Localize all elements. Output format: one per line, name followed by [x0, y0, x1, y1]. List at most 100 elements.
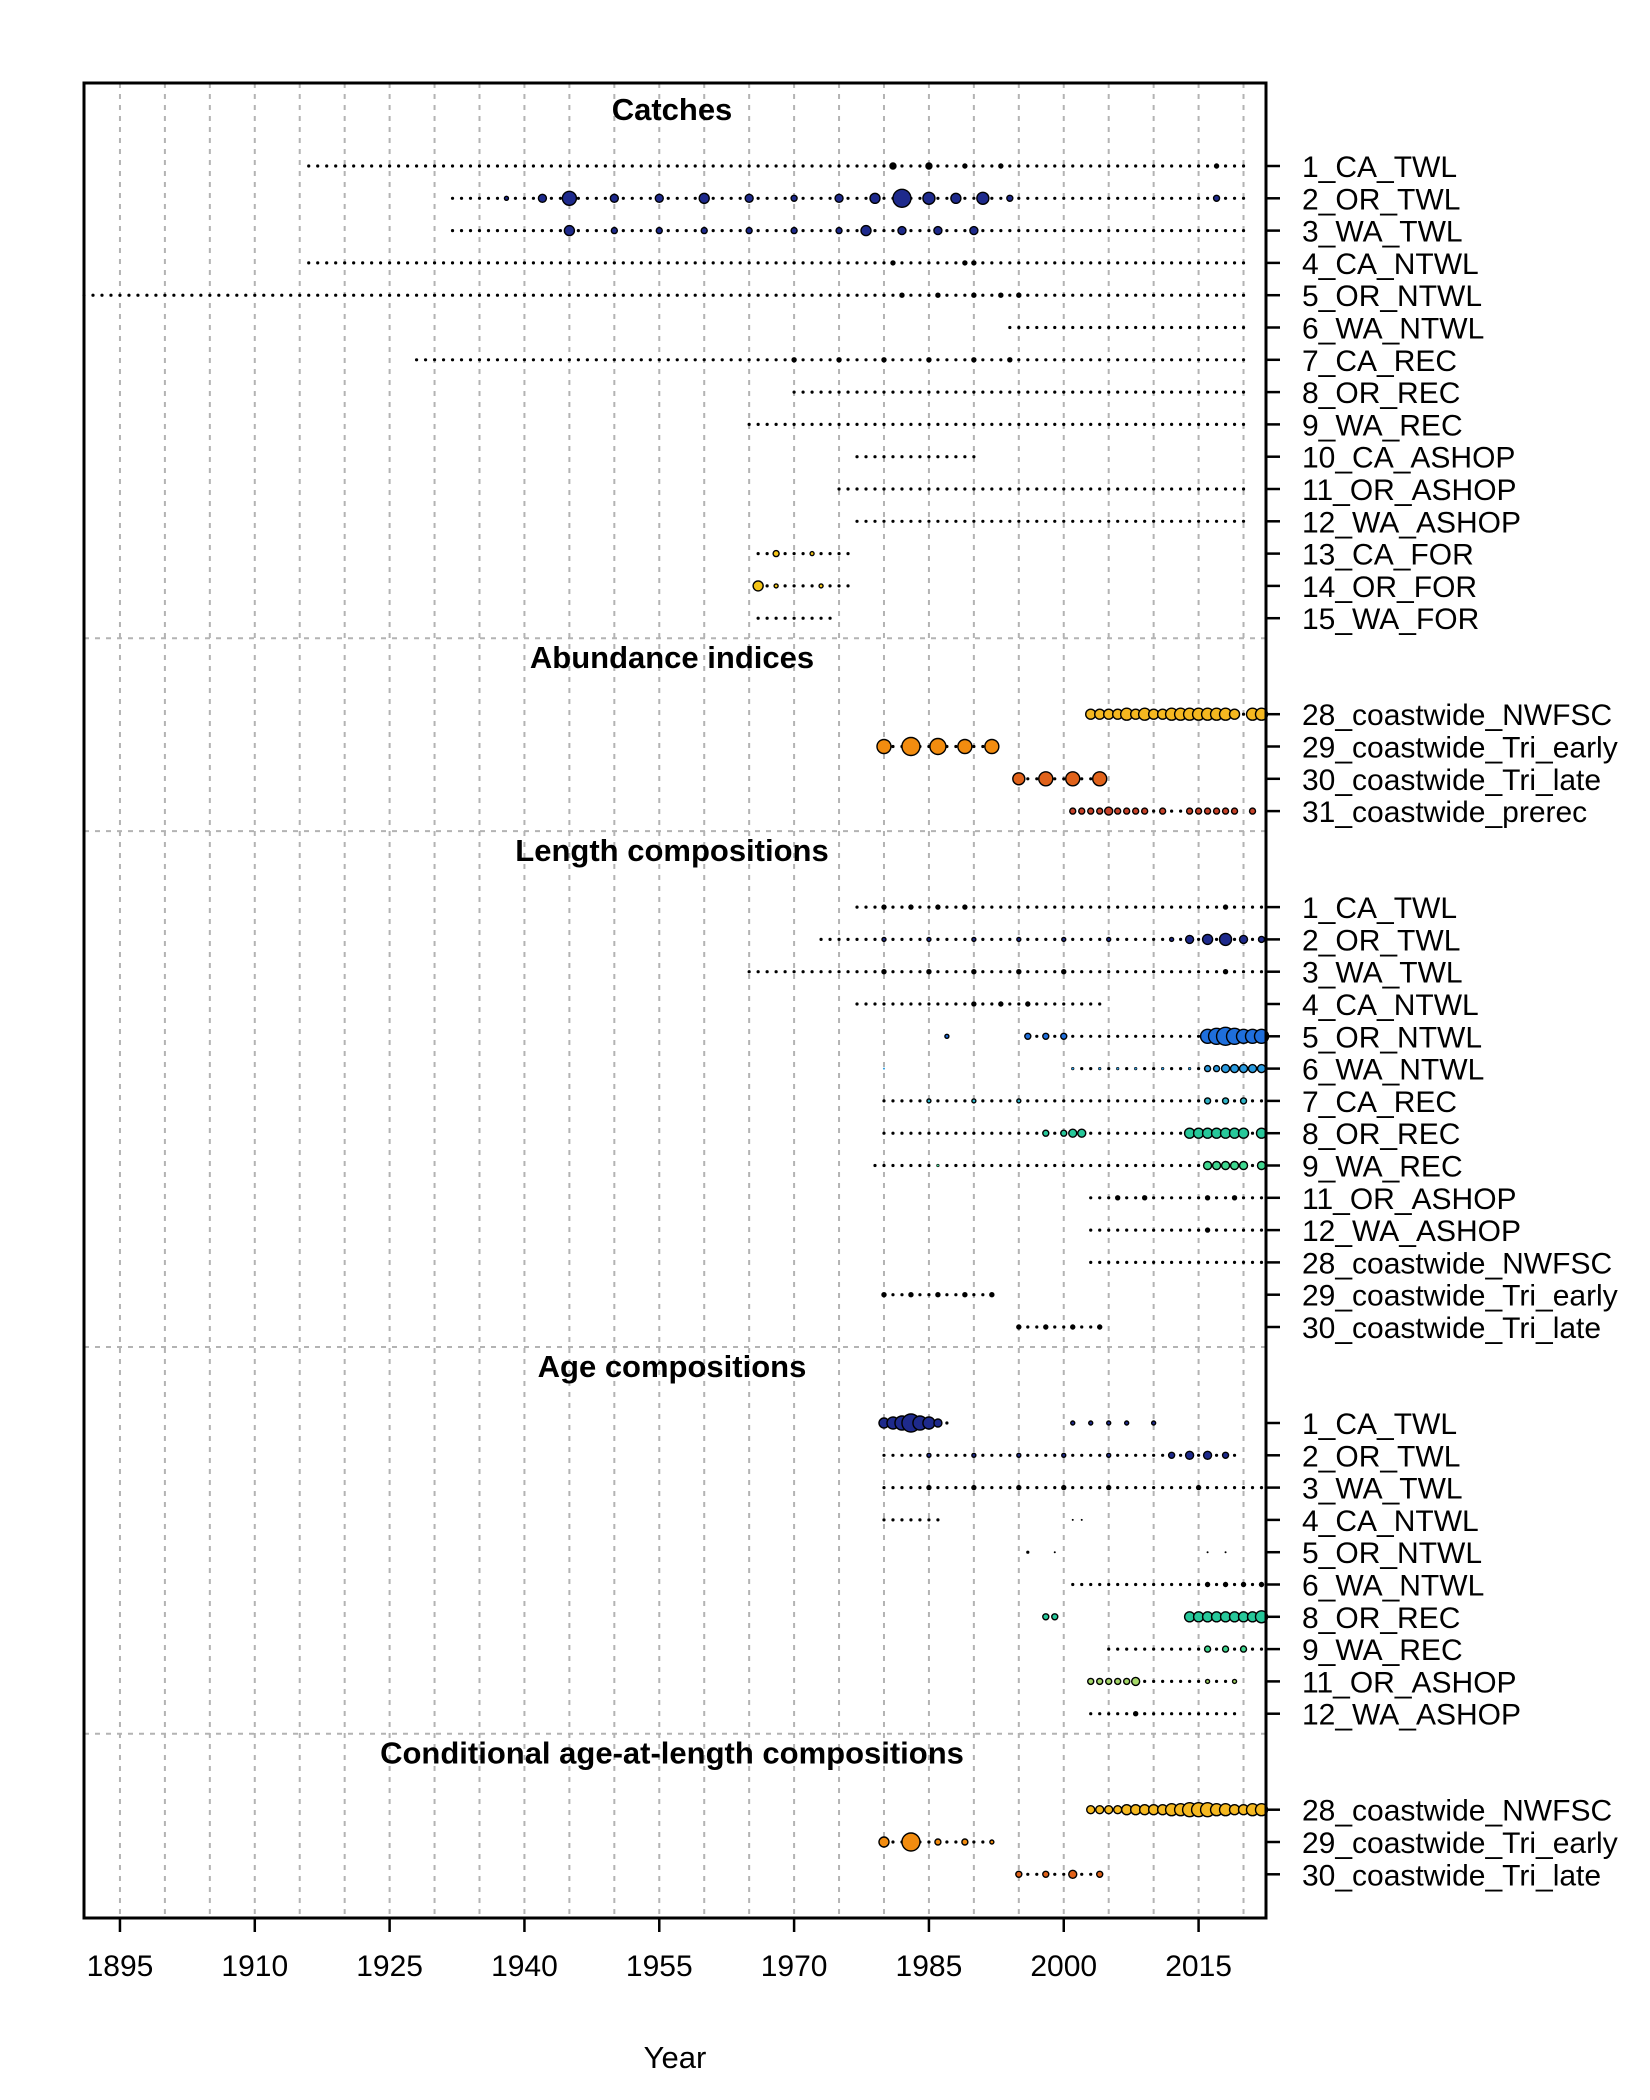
coverage-dot	[1161, 422, 1165, 426]
coverage-dot	[1098, 937, 1102, 942]
coverage-dot	[1241, 712, 1246, 716]
coverage-dot	[1179, 261, 1183, 265]
coverage-dot	[1044, 293, 1048, 297]
coverage-dot	[1080, 1163, 1084, 1168]
coverage-dot	[1044, 325, 1048, 330]
coverage-dot	[918, 261, 922, 265]
row-label: 9_WA_REC	[1302, 409, 1463, 442]
coverage-dot	[648, 196, 652, 200]
data-point	[1242, 1261, 1245, 1264]
coverage-dot	[1125, 1647, 1129, 1651]
coverage-dot	[981, 1453, 985, 1457]
coverage-dot	[729, 229, 733, 233]
coverage-dot	[747, 261, 751, 265]
coverage-dot	[792, 390, 796, 394]
coverage-dot	[936, 937, 940, 942]
coverage-dot	[1089, 519, 1093, 523]
data-point	[791, 357, 797, 363]
coverage-dot	[765, 584, 769, 588]
coverage-dot	[1179, 970, 1183, 974]
coverage-dot	[990, 970, 994, 974]
coverage-dot	[954, 229, 958, 233]
coverage-dot	[127, 293, 131, 297]
coverage-dot	[405, 293, 410, 297]
coverage-dot	[522, 358, 527, 362]
data-point	[752, 580, 764, 592]
coverage-dot	[423, 293, 428, 297]
coverage-dot	[495, 261, 500, 265]
coverage-dot	[765, 196, 769, 200]
coverage-dot	[1044, 970, 1048, 974]
coverage-dot	[1134, 422, 1138, 426]
coverage-dot	[1179, 1679, 1183, 1683]
coverage-dot	[1134, 970, 1138, 974]
coverage-dot	[397, 261, 401, 265]
coverage-dot	[1098, 1099, 1102, 1103]
coverage-dot	[864, 937, 868, 942]
coverage-dot	[720, 196, 724, 200]
coverage-dot	[909, 164, 913, 168]
data-point	[1203, 807, 1212, 815]
coverage-dot	[711, 196, 715, 200]
data-point	[1185, 807, 1194, 815]
coverage-dot	[432, 164, 437, 168]
coverage-dot	[1187, 422, 1192, 426]
coverage-dot	[945, 293, 949, 297]
coverage-dot	[1196, 1099, 1201, 1103]
coverage-dot	[882, 1163, 886, 1168]
data-point	[744, 193, 754, 204]
coverage-dot	[963, 1099, 967, 1103]
coverage-dot	[486, 293, 491, 297]
coverage-dot	[1008, 519, 1012, 523]
coverage-dot	[1089, 261, 1093, 265]
coverage-dot	[334, 164, 338, 168]
coverage-dot	[891, 1486, 895, 1490]
coverage-dot	[918, 358, 922, 362]
coverage-dot	[1098, 1260, 1102, 1264]
coverage-dot	[693, 261, 697, 265]
coverage-dot	[1125, 1196, 1129, 1200]
data-point	[1188, 1583, 1191, 1586]
coverage-dot	[585, 293, 589, 297]
coverage-dot	[1179, 1163, 1183, 1168]
coverage-dot	[1071, 422, 1075, 426]
coverage-dot	[1179, 1486, 1183, 1490]
data-point	[1131, 807, 1140, 815]
coverage-dot	[837, 487, 841, 491]
data-point	[1012, 772, 1026, 786]
coverage-dot	[1152, 196, 1156, 200]
data-point	[809, 550, 815, 557]
coverage-dot	[1161, 937, 1165, 942]
data-point	[881, 904, 887, 910]
data-point	[1222, 969, 1229, 975]
coverage-dot	[1089, 293, 1093, 297]
coverage-dot	[513, 358, 518, 362]
data-point	[933, 1418, 943, 1428]
coverage-dot	[981, 519, 985, 523]
coverage-dot	[639, 293, 643, 297]
coverage-dot	[720, 358, 724, 362]
coverage-dot	[891, 744, 895, 749]
coverage-dot	[954, 487, 958, 491]
coverage-dot	[864, 261, 868, 265]
coverage-dot	[666, 196, 670, 200]
coverage-dot	[846, 422, 850, 426]
coverage-dot	[981, 1099, 985, 1103]
coverage-dot	[1241, 519, 1246, 523]
coverage-dot	[954, 905, 958, 909]
data-point	[1206, 1551, 1209, 1554]
coverage-dot	[1053, 164, 1057, 168]
coverage-dot	[1026, 196, 1030, 200]
data-point	[971, 1452, 977, 1459]
data-point	[1256, 1160, 1267, 1171]
coverage-dot	[352, 293, 356, 297]
coverage-dot	[900, 422, 904, 426]
data-point	[1213, 163, 1220, 169]
coverage-dot	[1187, 325, 1192, 330]
coverage-dot	[495, 293, 500, 297]
coverage-dot	[1170, 196, 1174, 200]
coverage-dot	[1071, 261, 1075, 265]
coverage-dot	[1026, 390, 1030, 394]
coverage-dot	[1152, 1712, 1156, 1716]
coverage-dot	[864, 1002, 868, 1006]
